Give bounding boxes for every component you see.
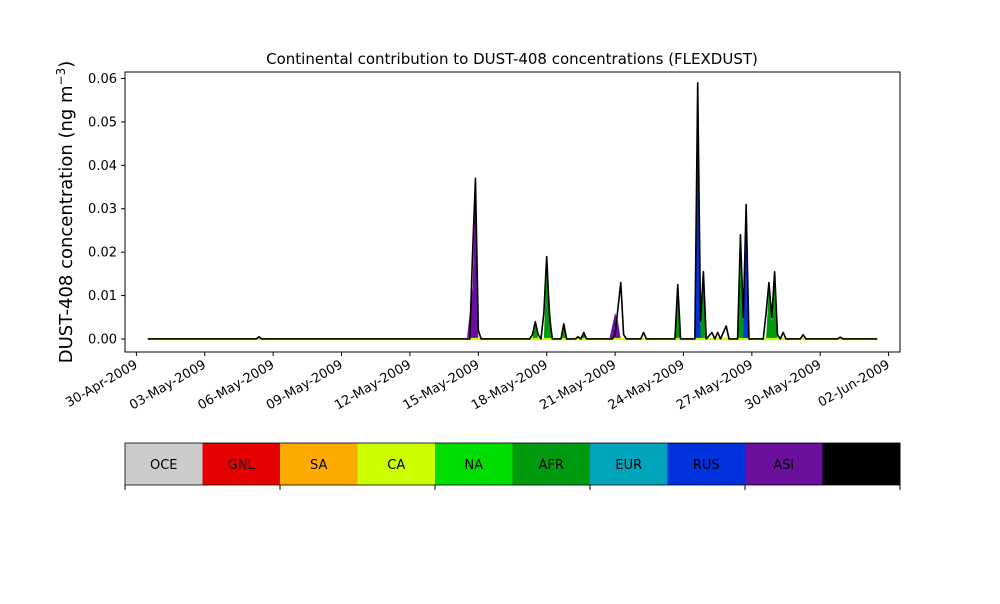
colorbar-label-rus: RUS [693,458,720,473]
colorbar-label-eur: EUR [615,458,642,473]
y-tick-label: 0.02 [88,246,117,261]
series-area-afr [532,100,778,339]
colorbar-swatch-gnl [202,443,281,485]
colorbar-swatch-eur [590,443,668,485]
colorbar-label-aus: AUS [848,458,875,473]
colorbar-label-gnl: GNL [228,458,256,473]
colorbar-label-ca: CA [387,458,405,473]
colorbar-swatch-rus [667,443,746,485]
colorbar-label-asi: ASI [773,458,794,473]
y-axis-label-text: DUST-408 concentration (ng m [56,85,77,363]
y-axis: 0.00 0.01 0.02 0.03 0.04 0.05 0.06 [88,72,125,347]
y-tick-label: 0.03 [88,202,117,217]
plot-area [147,82,878,341]
total-line [147,82,878,340]
plot-frame [124,71,901,353]
series-group [147,82,878,341]
colorbar-frame [124,442,901,486]
y-tick-label: 0.06 [88,72,117,87]
y-tick-label: 0.04 [88,159,117,174]
x-tick-label: 24-May-2009 [606,357,688,413]
colorbar-swatch-sa [280,443,358,485]
x-tick-label: 06-May-2009 [195,357,277,413]
colorbar-swatch-oce [125,443,203,485]
x-axis: 30-Apr-200903-May-200906-May-200909-May-… [63,352,893,413]
chart-title: Continental contribution to DUST-408 con… [266,50,758,68]
colorbar-label-sa: SA [310,458,327,473]
colorbar-legend: OCE GNL SA CA NA AFR EUR RUS ASI AUS [124,442,901,490]
x-tick-label: 27-May-2009 [674,357,756,413]
colorbar-swatch-ca [357,443,436,485]
colorbar-swatch-asi [745,443,823,485]
y-axis-label-close: ) [56,61,77,68]
x-tick-label: 12-May-2009 [332,357,414,413]
y-tick-label: 0.05 [88,115,117,130]
x-tick-label: 02-Jun-2009 [816,357,893,410]
colorbar-swatch-afr [512,443,591,485]
x-tick-label: 18-May-2009 [469,357,551,413]
y-axis-label: DUST-408 concentration (ng m−3) [54,61,77,364]
colorbar-label-afr: AFR [539,458,564,473]
colorbar-swatch-aus [822,443,901,485]
x-tick-label: 03-May-2009 [127,357,209,413]
x-tick-label: 21-May-2009 [537,357,619,413]
colorbar-swatch-na [435,443,513,485]
y-axis-label-exponent: −3 [54,68,68,86]
colorbar-label-oce: OCE [150,458,178,473]
x-tick-label: 15-May-2009 [401,357,483,413]
x-tick-label: 30-May-2009 [743,357,825,413]
x-tick-label: 09-May-2009 [264,357,346,413]
colorbar-label-na: NA [464,458,483,473]
y-tick-label: 0.00 [88,332,117,347]
y-tick-label: 0.01 [88,289,117,304]
